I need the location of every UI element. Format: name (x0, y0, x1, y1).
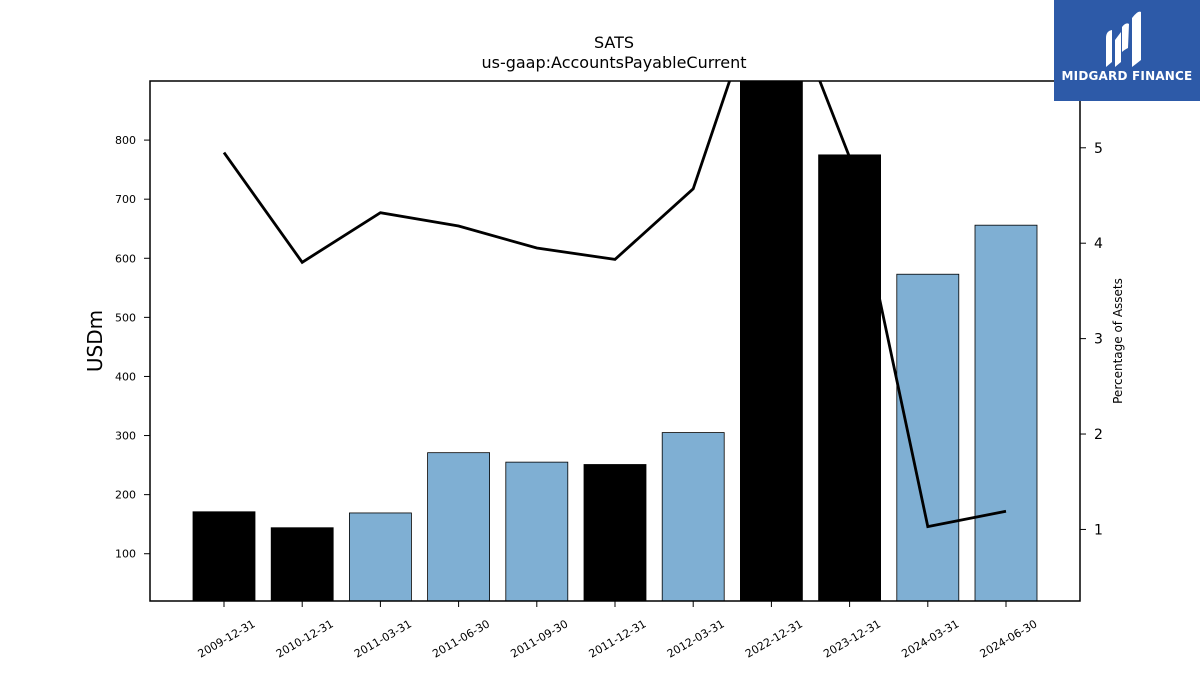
y-tick-label: 100 (115, 548, 136, 561)
x-tick-label: 2011-03-31 (352, 617, 414, 660)
brand-name: MIDGARD FINANCE (1061, 69, 1193, 83)
bar-2011-06-30 (427, 452, 491, 601)
bar-2011-09-30 (505, 461, 569, 601)
y2-tick-label: 5 (1094, 141, 1103, 157)
x-tick-label: 2024-03-31 (899, 617, 961, 660)
chart-title: SATS (594, 33, 634, 52)
chart-subtitle: us-gaap:AccountsPayableCurrent (481, 53, 746, 72)
y2-ticks: 1 2 3 4 5 (1080, 141, 1103, 538)
x-tick-label: 2010-12-31 (274, 617, 336, 660)
y2-tick-label: 2 (1094, 427, 1103, 443)
bar-2011-03-31 (348, 512, 412, 601)
y2-tick-label: 1 (1094, 522, 1103, 538)
bars-layer (192, 81, 1038, 601)
y-tick-label: 600 (115, 252, 136, 265)
x-tick-label: 2011-09-30 (508, 617, 570, 660)
bar-2012-03-31 (661, 432, 725, 601)
bar-2023-12-31 (818, 154, 881, 601)
bar-2009-12-31 (192, 511, 256, 601)
bar-2022-12-31 (740, 81, 803, 601)
y-tick-label: 200 (115, 489, 136, 502)
bar-2024-06-30 (974, 224, 1038, 601)
y-tick-label: 400 (115, 370, 136, 383)
x-tick-label: 2022-12-31 (743, 617, 805, 660)
y2-tick-label: 4 (1094, 236, 1103, 252)
y-ticks: 100 200 300 400 500 600 700 800 (115, 134, 150, 561)
y-tick-label: 800 (115, 134, 136, 147)
bar-2010-12-31 (270, 527, 334, 601)
brand-logo: MIDGARD FINANCE (1054, 0, 1200, 101)
percentage-line (222, 81, 1007, 529)
x-tick-label: 2024-06-30 (978, 617, 1040, 660)
y-tick-label: 300 (115, 430, 136, 443)
y2-axis-label: Percentage of Assets (1111, 278, 1125, 404)
y-tick-label: 500 (115, 311, 136, 324)
x-ticks: 2009-12-31 2010-12-31 2011-03-31 2011-06-30… (196, 601, 1040, 661)
brand-mark-icon (1106, 11, 1141, 68)
bar-2011-12-31 (583, 464, 647, 601)
x-tick-label: 2011-12-31 (587, 617, 649, 660)
x-tick-label: 2009-12-31 (196, 617, 258, 660)
bar-2024-03-31 (896, 273, 960, 601)
x-tick-label: 2012-03-31 (665, 617, 727, 660)
y2-tick-label: 3 (1094, 332, 1103, 348)
y-axis-label: USDm (83, 310, 107, 372)
y-tick-label: 700 (115, 193, 136, 206)
x-tick-label: 2011-06-30 (430, 617, 492, 660)
line-layer (222, 81, 1007, 529)
x-tick-label: 2023-12-31 (821, 617, 883, 660)
